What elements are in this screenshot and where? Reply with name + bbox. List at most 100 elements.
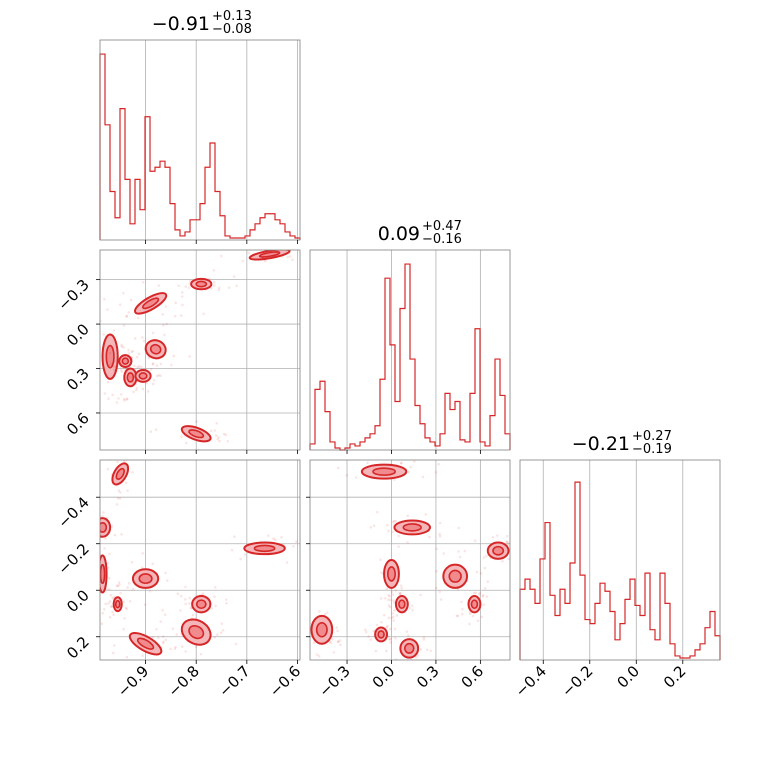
sample-point-2-0-0-5: [117, 489, 121, 492]
sample-point-2-0-7-17: [169, 647, 172, 651]
sample-point-2-1-4-16: [513, 533, 516, 536]
sample-point-1-0-4-1: [125, 398, 129, 401]
sample-point-2-0-6-10: [175, 633, 178, 636]
sample-point-2-0-2-17: [97, 597, 100, 600]
title-minus-2: −0.19: [632, 442, 672, 457]
sample-point-1-0-2-6: [117, 397, 120, 400]
sample-point-1-0-3-10: [108, 351, 112, 355]
sample-point-2-1-1-21: [406, 541, 409, 544]
sample-point-1-0-6-5: [133, 337, 137, 340]
sample-point-2-1-4-18: [507, 542, 510, 545]
sample-point-2-1-1-0: [438, 535, 442, 538]
sample-point-2-1-5-22: [392, 619, 396, 622]
sample-point-1-0-6-17: [188, 355, 191, 358]
contour-inner-1-0-2: [105, 344, 115, 369]
sample-point-2-1-7-15: [326, 611, 329, 615]
sample-point-2-0-2-8: [100, 622, 104, 626]
ytick-label-1-3: −0.3: [54, 276, 92, 314]
sample-point-2-1-4-22: [521, 556, 524, 559]
sample-point-2-0-2-3: [105, 588, 109, 591]
sample-point-1-0-6-22: [151, 331, 155, 335]
panel-frame-1-0: [99, 249, 301, 451]
sample-point-2-1-4-12: [491, 535, 495, 539]
sample-point-2-1-3-1: [438, 590, 442, 594]
sample-point-2-1-8-10: [382, 613, 386, 617]
sample-point-1-0-2-4: [107, 397, 110, 400]
sample-point-1-0-6-9: [135, 355, 139, 359]
sample-point-2-1-9-8: [394, 636, 397, 640]
sample-point-2-1-6-6: [481, 595, 485, 598]
sample-point-2-1-2-11: [379, 558, 382, 561]
sample-point-2-1-6-8: [455, 614, 459, 618]
sample-point-2-0-5-1: [214, 586, 217, 589]
sample-point-2-1-6-18: [472, 591, 476, 595]
sample-point-1-0-3-1: [130, 350, 134, 354]
sample-point-2-1-2-1: [400, 586, 403, 590]
sample-point-2-1-5-24: [387, 593, 390, 597]
sample-point-2-1-3-24: [463, 549, 467, 553]
sample-point-2-1-2-20: [379, 597, 383, 600]
sample-point-2-1-5-17: [419, 593, 422, 597]
sample-point-2-1-0-11: [434, 470, 438, 474]
sample-point-1-0-1-8: [202, 312, 205, 316]
sample-point-2-0-6-24: [159, 620, 163, 623]
sample-point-2-0-1-19: [82, 525, 85, 528]
ytick-label-1-0: 0.6: [63, 409, 93, 439]
sample-point-1-0-3-9: [137, 352, 141, 356]
contour-inner-2-0-7: [136, 637, 155, 650]
sample-point-2-0-5-18: [176, 592, 180, 596]
sample-point-2-0-8-13: [285, 561, 289, 564]
sample-point-2-1-1-8: [406, 514, 410, 517]
sample-point-2-0-4-0: [128, 599, 132, 603]
sample-point-1-0-2-12: [97, 312, 100, 315]
sample-point-2-0-8-25: [272, 537, 275, 540]
sample-point-1-0-3-17: [122, 346, 126, 349]
sample-point-2-0-1-17: [104, 537, 107, 540]
sample-point-1-0-6-15: [155, 364, 159, 367]
sample-point-2-1-5-6: [410, 604, 414, 608]
sample-point-2-0-3-19: [161, 609, 164, 612]
sample-point-2-0-0-6: [122, 460, 126, 463]
sample-point-1-0-6-6: [147, 356, 151, 360]
sample-point-2-0-8-10: [233, 535, 236, 538]
sample-point-2-1-3-25: [458, 555, 462, 559]
sample-point-2-1-0-13: [366, 456, 369, 459]
sample-point-2-1-9-15: [414, 669, 417, 672]
contour-inner-1-0-5: [138, 372, 148, 380]
ytick-label-2-3: −0.4: [54, 493, 92, 531]
sample-point-2-1-4-1: [522, 537, 525, 540]
sample-point-2-1-5-1: [386, 598, 390, 602]
sample-point-2-0-5-0: [188, 596, 192, 600]
sample-point-2-1-0-8: [399, 461, 403, 465]
sample-point-1-0-3-4: [133, 364, 136, 368]
sample-point-1-0-1-5: [103, 297, 106, 301]
sample-point-1-0-1-10: [125, 315, 129, 318]
sample-point-2-1-9-13: [422, 638, 426, 641]
contour-inner-2-0-5: [195, 599, 207, 610]
sample-point-2-1-3-7: [439, 598, 443, 601]
panel-frame-2-1: [309, 459, 511, 661]
scatter-panel-2-0: [82, 460, 298, 659]
sample-point-2-1-4-19: [522, 548, 525, 551]
sample-point-2-1-6-23: [461, 607, 464, 611]
contour-inner-2-1-8: [377, 630, 385, 639]
sample-point-2-0-8-4: [243, 553, 247, 556]
contour-inner-2-1-0: [372, 467, 396, 476]
sample-point-2-0-6-18: [221, 628, 225, 632]
sample-point-1-0-8-6: [209, 429, 213, 433]
sample-point-2-1-4-13: [507, 557, 510, 561]
contour-inner-2-0-6: [188, 624, 205, 640]
sample-point-1-0-8-3: [195, 420, 198, 423]
sample-point-2-1-6-9: [456, 614, 460, 618]
sample-point-2-1-8-25: [375, 623, 379, 627]
title-value-0: −0.91: [152, 13, 210, 35]
sample-point-1-0-5-17: [146, 390, 150, 393]
sample-point-2-0-7-9: [122, 627, 125, 631]
sample-point-2-1-1-6: [387, 529, 390, 533]
sample-point-1-0-4-0: [119, 393, 123, 396]
data-layer: [82, 53, 721, 672]
sample-point-2-1-3-15: [460, 600, 463, 604]
sample-point-2-1-1-18: [372, 524, 376, 528]
sample-point-2-1-0-23: [393, 478, 396, 481]
